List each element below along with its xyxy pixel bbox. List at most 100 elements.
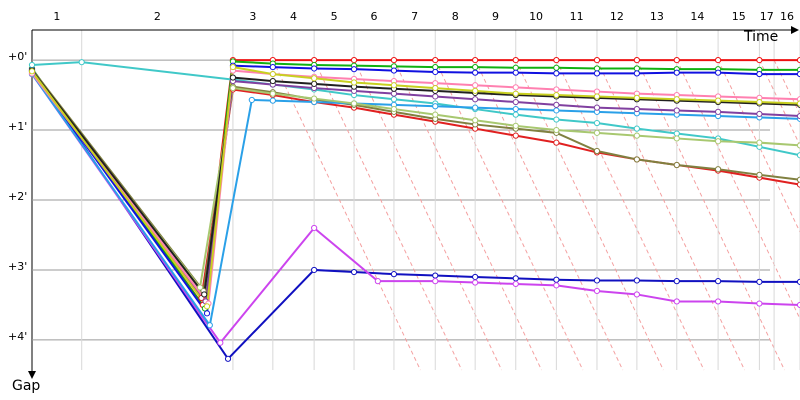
point (796, 56, 800, 64)
point (217, 339, 224, 346)
point (311, 80, 318, 87)
point (432, 84, 439, 92)
point (206, 322, 213, 329)
point (390, 271, 398, 278)
point (796, 278, 800, 285)
lapped-line (474, 59, 624, 371)
point (432, 93, 439, 100)
point (229, 74, 237, 81)
point (593, 119, 601, 127)
point (756, 110, 763, 118)
lap-label: 11 (570, 10, 584, 23)
point (512, 105, 519, 113)
series-line (31, 73, 800, 345)
point (350, 268, 358, 276)
point (269, 77, 276, 85)
point (633, 70, 640, 77)
point (756, 56, 763, 64)
lap-label: 13 (650, 10, 664, 23)
point (633, 132, 640, 139)
point (633, 125, 640, 132)
point (633, 277, 640, 284)
point (553, 282, 560, 289)
lapped-line (434, 59, 584, 371)
point (553, 101, 560, 108)
point (512, 122, 519, 129)
point (229, 63, 237, 71)
point (78, 59, 85, 66)
point (311, 266, 318, 274)
point (350, 66, 358, 73)
point (553, 139, 560, 146)
point (593, 129, 601, 136)
point (512, 111, 519, 118)
point (196, 284, 204, 291)
point (512, 84, 519, 91)
lap-label: 10 (529, 10, 543, 23)
point (756, 98, 763, 106)
point (796, 152, 800, 159)
point (714, 108, 722, 115)
series-line (31, 60, 800, 312)
y-axis-label: Gap (12, 378, 40, 394)
lap-label: 14 (690, 10, 704, 23)
point (432, 103, 439, 110)
point (714, 278, 722, 285)
point (472, 69, 479, 76)
point (350, 100, 358, 107)
lapped-line (272, 59, 421, 371)
lap-label: 5 (331, 10, 338, 23)
point (472, 96, 479, 103)
lap-label: 12 (610, 10, 624, 23)
point (390, 96, 398, 103)
point (673, 96, 680, 103)
y-tick-label: +0' (8, 50, 27, 63)
point (472, 104, 479, 111)
point (593, 56, 601, 64)
lap-label: 3 (249, 10, 256, 23)
point (673, 298, 680, 305)
point (553, 70, 560, 77)
y-tick-label: +4' (8, 330, 27, 343)
series-line (31, 59, 800, 308)
point (269, 63, 276, 71)
point (350, 79, 358, 86)
lapped-line (758, 59, 800, 147)
point (673, 161, 680, 169)
lap-label: 15 (732, 10, 746, 23)
point (756, 300, 763, 307)
point (432, 278, 439, 285)
point (593, 104, 601, 111)
point (756, 139, 763, 146)
point (633, 56, 640, 64)
point (472, 87, 479, 94)
point (390, 67, 398, 74)
point (203, 310, 211, 317)
y-tick-label: +2' (8, 190, 27, 203)
point (714, 298, 722, 305)
point (553, 56, 560, 64)
point (673, 278, 680, 285)
lap-label: 8 (452, 10, 459, 23)
point (553, 126, 560, 134)
point (248, 96, 255, 104)
point (553, 276, 560, 283)
point (633, 94, 640, 101)
point (432, 272, 439, 279)
series-line (31, 69, 800, 361)
point (553, 86, 560, 93)
point (553, 64, 560, 71)
point (432, 68, 439, 76)
point (472, 117, 479, 124)
point (756, 70, 763, 78)
point (224, 355, 232, 362)
lap-label: 16 (780, 10, 794, 23)
point (593, 70, 601, 77)
point (432, 111, 439, 118)
lapped-line (773, 59, 800, 116)
point (633, 156, 640, 163)
point (432, 56, 439, 64)
point (269, 70, 276, 78)
lapped-line (596, 59, 746, 371)
lap-label: 6 (370, 10, 377, 23)
